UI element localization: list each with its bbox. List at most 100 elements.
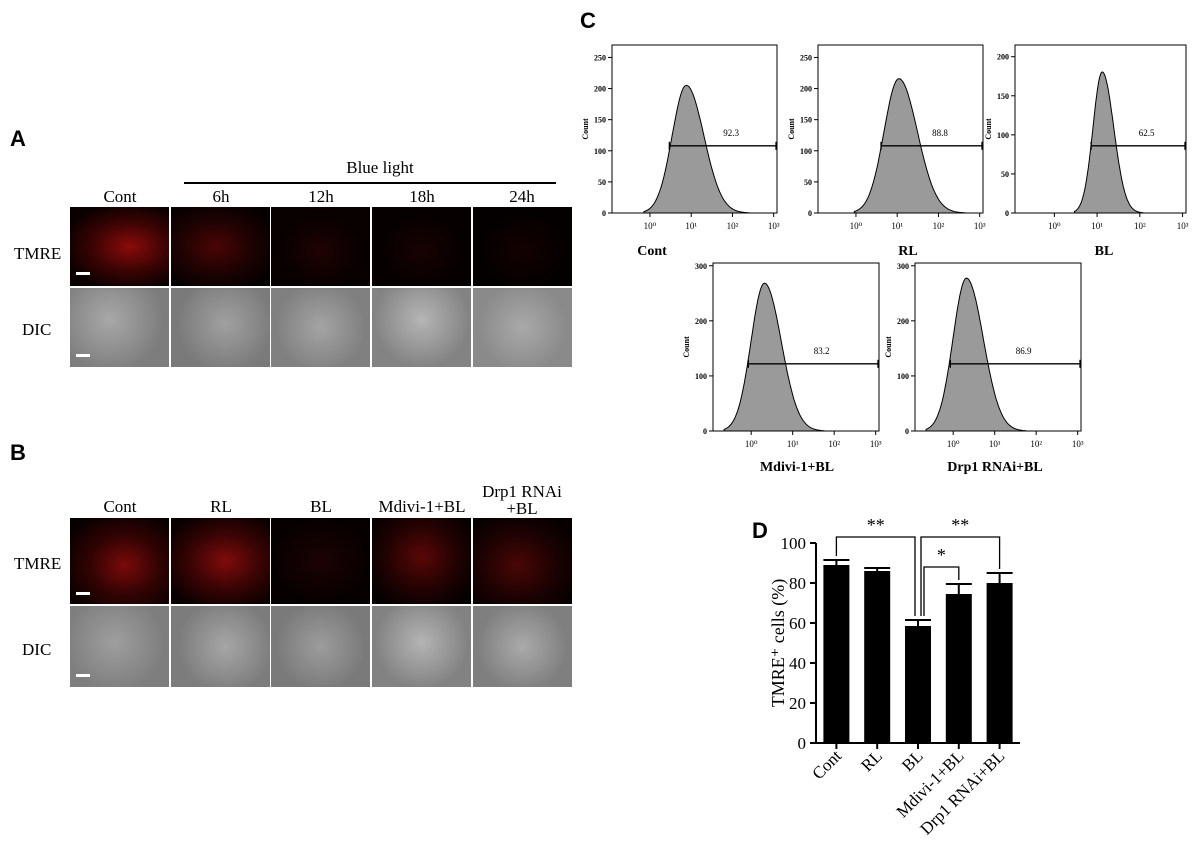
dic-image [473,606,572,687]
col-label: Cont [103,497,137,516]
x-tick-label: 10¹ [685,221,697,231]
x-tick-label: 10¹ [989,439,1001,449]
bar [945,594,972,743]
col-label: Drp1 RNAi [482,482,562,501]
bar [823,565,850,743]
x-tick-label: 10³ [974,221,986,231]
x-tick-label: 10⁰ [947,439,960,449]
histogram-area [925,277,1028,432]
col-label: RL [210,497,232,516]
significance-bracket [835,536,916,616]
dic-image [171,606,270,687]
scale-bar [76,354,90,357]
tmre-image [271,207,370,286]
significance-label: ** [951,515,969,535]
gate-value: 83.2 [814,346,830,356]
tmre-image [372,207,471,286]
y-tick-label: 0 [798,734,807,753]
y-tick-label: 50 [598,178,606,187]
y-tick-label: 0 [1005,209,1009,218]
blue-light-label: Blue light [346,158,414,177]
col-label: +BL [506,499,538,518]
row-label-dic: DIC [22,320,52,339]
y-tick-label: 100 [781,534,807,553]
col-label: Cont [103,187,137,206]
x-tick-label: 10¹ [891,221,903,231]
y-tick-label: 150 [594,116,606,125]
dic-image [171,288,270,367]
gate-value: 88.8 [932,128,948,138]
x-tick-label: Cont [808,746,845,783]
histogram-label: BL [1094,244,1114,259]
y-tick-label: 100 [594,147,606,156]
row-label-tmre: TMRE [14,554,62,573]
histogram-label: Drp1 RNAi+BL [947,460,1043,475]
y-tick-label: 100 [695,372,707,381]
significance-label: * [937,545,946,565]
row-label-tmre: TMRE [14,244,62,263]
y-tick-label: 0 [703,427,707,436]
y-axis-label: Count [682,336,691,358]
gate-value: 62.5 [1139,128,1155,138]
y-tick-label: 300 [695,262,707,271]
x-tick-label: 10² [828,439,840,449]
tmre-image [70,207,169,286]
tmre-image [473,518,572,604]
x-tick-label: 10³ [870,439,882,449]
bar [986,583,1013,743]
dic-image [372,288,471,367]
significance-bracket [920,536,1001,616]
col-label: BL [310,497,332,516]
histogram-label: RL [898,244,918,259]
y-axis-label: Count [581,118,590,140]
gate-value: 92.3 [723,128,739,138]
histogram-area [1073,71,1144,214]
y-tick-label: 300 [897,262,909,271]
histogram-label: Mdivi-1+BL [759,460,835,475]
tmre-image [70,518,169,604]
panel-b-letter: B [10,440,26,465]
y-tick-label: 250 [594,53,606,62]
y-tick-label: 60 [789,614,806,633]
y-tick-label: 50 [1001,170,1009,179]
dic-image [70,606,169,687]
y-axis-label: Count [984,118,993,140]
y-tick-label: 150 [800,116,812,125]
y-tick-label: 100 [997,131,1009,140]
dic-image [271,288,370,367]
bar [905,626,931,743]
y-axis-label: Count [787,118,796,140]
y-tick-label: 0 [905,427,909,436]
x-tick-label: 10³ [768,221,780,231]
col-label: Mdivi-1+BL [378,497,466,516]
y-tick-label: 0 [602,209,606,218]
tmre-image [171,518,270,604]
col-label: 24h [509,187,535,206]
x-tick-label: BL [898,746,927,775]
x-tick-label: 10¹ [787,439,799,449]
y-tick-label: 200 [800,85,812,94]
dic-image [70,288,169,367]
y-tick-label: 100 [897,372,909,381]
gate-value: 86.9 [1016,346,1032,356]
x-tick-label: 10¹ [1091,221,1103,231]
dic-image [271,606,370,687]
x-tick-label: 10² [1134,221,1146,231]
panel-a-letter: A [10,126,26,151]
y-tick-label: 80 [789,574,806,593]
y-tick-label: 0 [808,209,812,218]
flow-histogram: 0 50 100 150 200 250 Count 10⁰ 10¹ 10² 10³ 92.3 [581,44,780,231]
flow-histogram: 0 100 200 300 Count 10⁰ 10¹ 10² 10³ 86.9 [884,262,1084,449]
y-tick-label: 50 [804,178,812,187]
x-tick-label: 10⁰ [850,221,863,231]
panel-d-letter: D [752,518,768,543]
significance-label: ** [867,515,885,535]
scale-bar [76,674,90,677]
dic-image [473,288,572,367]
tmre-image [372,518,471,604]
y-tick-label: 200 [897,317,909,326]
x-tick-label: 10² [933,221,945,231]
y-tick-label: 200 [695,317,707,326]
